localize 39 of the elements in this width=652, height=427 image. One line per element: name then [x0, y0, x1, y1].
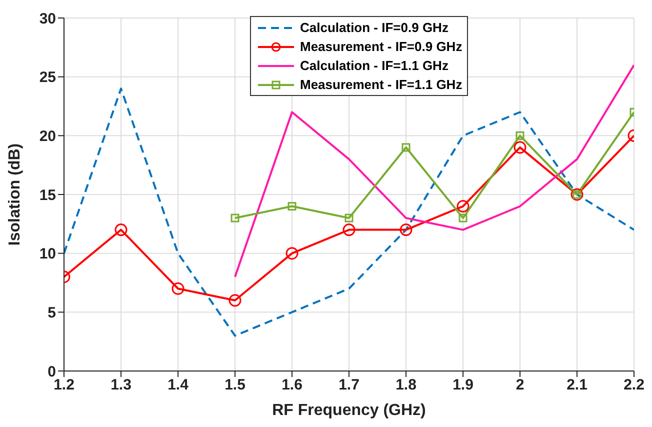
point	[228, 294, 242, 307]
point	[230, 214, 240, 222]
x-tick-label: 1.9	[452, 376, 474, 394]
x-tick-label: 2	[516, 376, 524, 394]
point	[456, 200, 470, 213]
point	[286, 247, 298, 260]
x-axis-title: RF Frequency (GHz)	[272, 402, 426, 419]
x-tick-label: 1.2	[54, 376, 74, 394]
x-tick-label: 1.6	[282, 376, 302, 394]
y-tick-label: 25	[39, 69, 56, 86]
point	[114, 224, 128, 236]
point	[516, 131, 524, 140]
y-tick-label: 20	[39, 128, 56, 145]
legend-label: Measurement - IF=1.1 GHz	[300, 77, 462, 92]
point	[402, 143, 410, 152]
point	[514, 141, 526, 154]
point	[172, 282, 184, 295]
x-tick-label: 1.5	[224, 376, 246, 394]
x-tick-label: 1.4	[168, 376, 190, 394]
y-tick-label: 10	[39, 246, 56, 263]
point	[458, 214, 468, 222]
x-tick-label: 1.8	[396, 376, 416, 394]
legend-label: Calculation - IF=1.1 GHz	[300, 58, 448, 73]
point	[344, 214, 354, 222]
line-series	[64, 88, 634, 337]
point	[400, 224, 412, 236]
y-tick-label: 15	[39, 186, 56, 204]
y-tick-label: 0	[48, 363, 56, 380]
legend-label: Calculation - IF=0.9 GHz	[300, 20, 448, 35]
y-tick-label: 30	[39, 10, 56, 28]
x-tick-label: 1.3	[110, 376, 132, 394]
x-tick-label: 2.1	[566, 376, 588, 394]
point	[342, 224, 356, 236]
x-tick-label: 1.7	[338, 376, 360, 394]
legend-label: Measurement - IF=0.9 GHz	[300, 39, 462, 54]
x-tick-label: 2.2	[624, 376, 644, 394]
y-axis-title: Isolation (dB)	[6, 143, 24, 246]
y-tick-label: 5	[48, 304, 56, 322]
point	[288, 202, 296, 211]
